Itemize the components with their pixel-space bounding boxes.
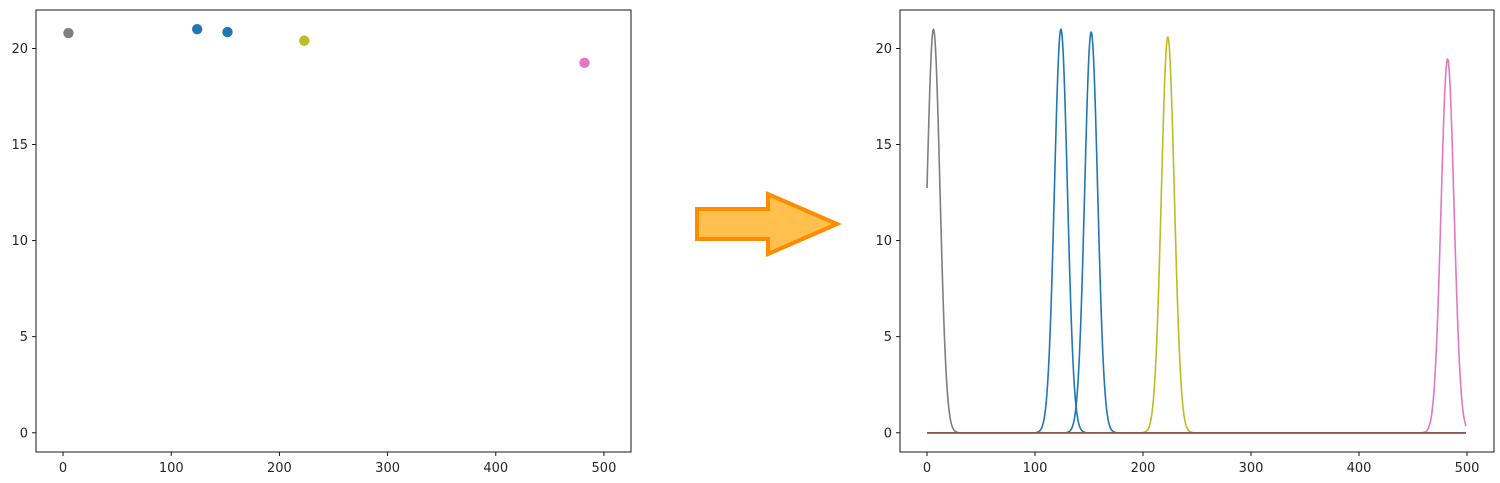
right-x-tick-label: 0: [923, 461, 931, 476]
series-line: [926, 36, 1467, 434]
left-x-tick-label: 100: [159, 461, 184, 476]
scatter-point: [299, 35, 310, 46]
left-axes-frame: [35, 9, 632, 453]
left-y-tick-label: 15: [11, 138, 28, 153]
series-line: [926, 28, 1467, 434]
right-x-tick-label: 400: [1347, 461, 1372, 476]
series-line: [926, 31, 1467, 434]
scatter-point: [579, 57, 590, 69]
scatter-point: [63, 27, 74, 39]
left-y-tick-label: 0: [20, 426, 28, 441]
right-x-tick-label: 500: [1455, 461, 1480, 476]
right-y-tick-label: 5: [884, 330, 892, 345]
series-line: [926, 58, 1467, 434]
right-y-tick-label: 15: [875, 138, 892, 153]
series-line: [926, 28, 1467, 434]
left-x-tick-label: 500: [592, 461, 617, 476]
right-y-tick-label: 0: [884, 426, 892, 441]
left-x-tick-label: 300: [375, 461, 400, 476]
left-y-tick-label: 5: [20, 330, 28, 345]
right-line-plot: 0 100 200 300 400 500 0 5 10 15 20: [875, 9, 1495, 476]
right-axes-frame: [899, 9, 1495, 453]
left-x-tick-label: 200: [267, 461, 292, 476]
scatter-point: [191, 24, 203, 35]
left-x-tick-label: 0: [59, 461, 67, 476]
arrow-shape: [695, 190, 843, 258]
scatter-point: [222, 26, 233, 38]
left-scatter-plot: 0 100 200 300 400 500 0 5 10 15 20: [11, 9, 632, 476]
left-x-tick-label: 400: [483, 461, 508, 476]
left-y-tick-label: 20: [11, 42, 28, 57]
right-x-tick-label: 200: [1131, 461, 1156, 476]
right-x-tick-label: 300: [1239, 461, 1264, 476]
right-arrow-icon: [695, 190, 843, 258]
left-y-tick-label: 10: [11, 234, 28, 249]
right-x-tick-label: 100: [1023, 461, 1048, 476]
right-y-tick-label: 10: [875, 234, 892, 249]
right-y-tick-label: 20: [875, 42, 892, 57]
